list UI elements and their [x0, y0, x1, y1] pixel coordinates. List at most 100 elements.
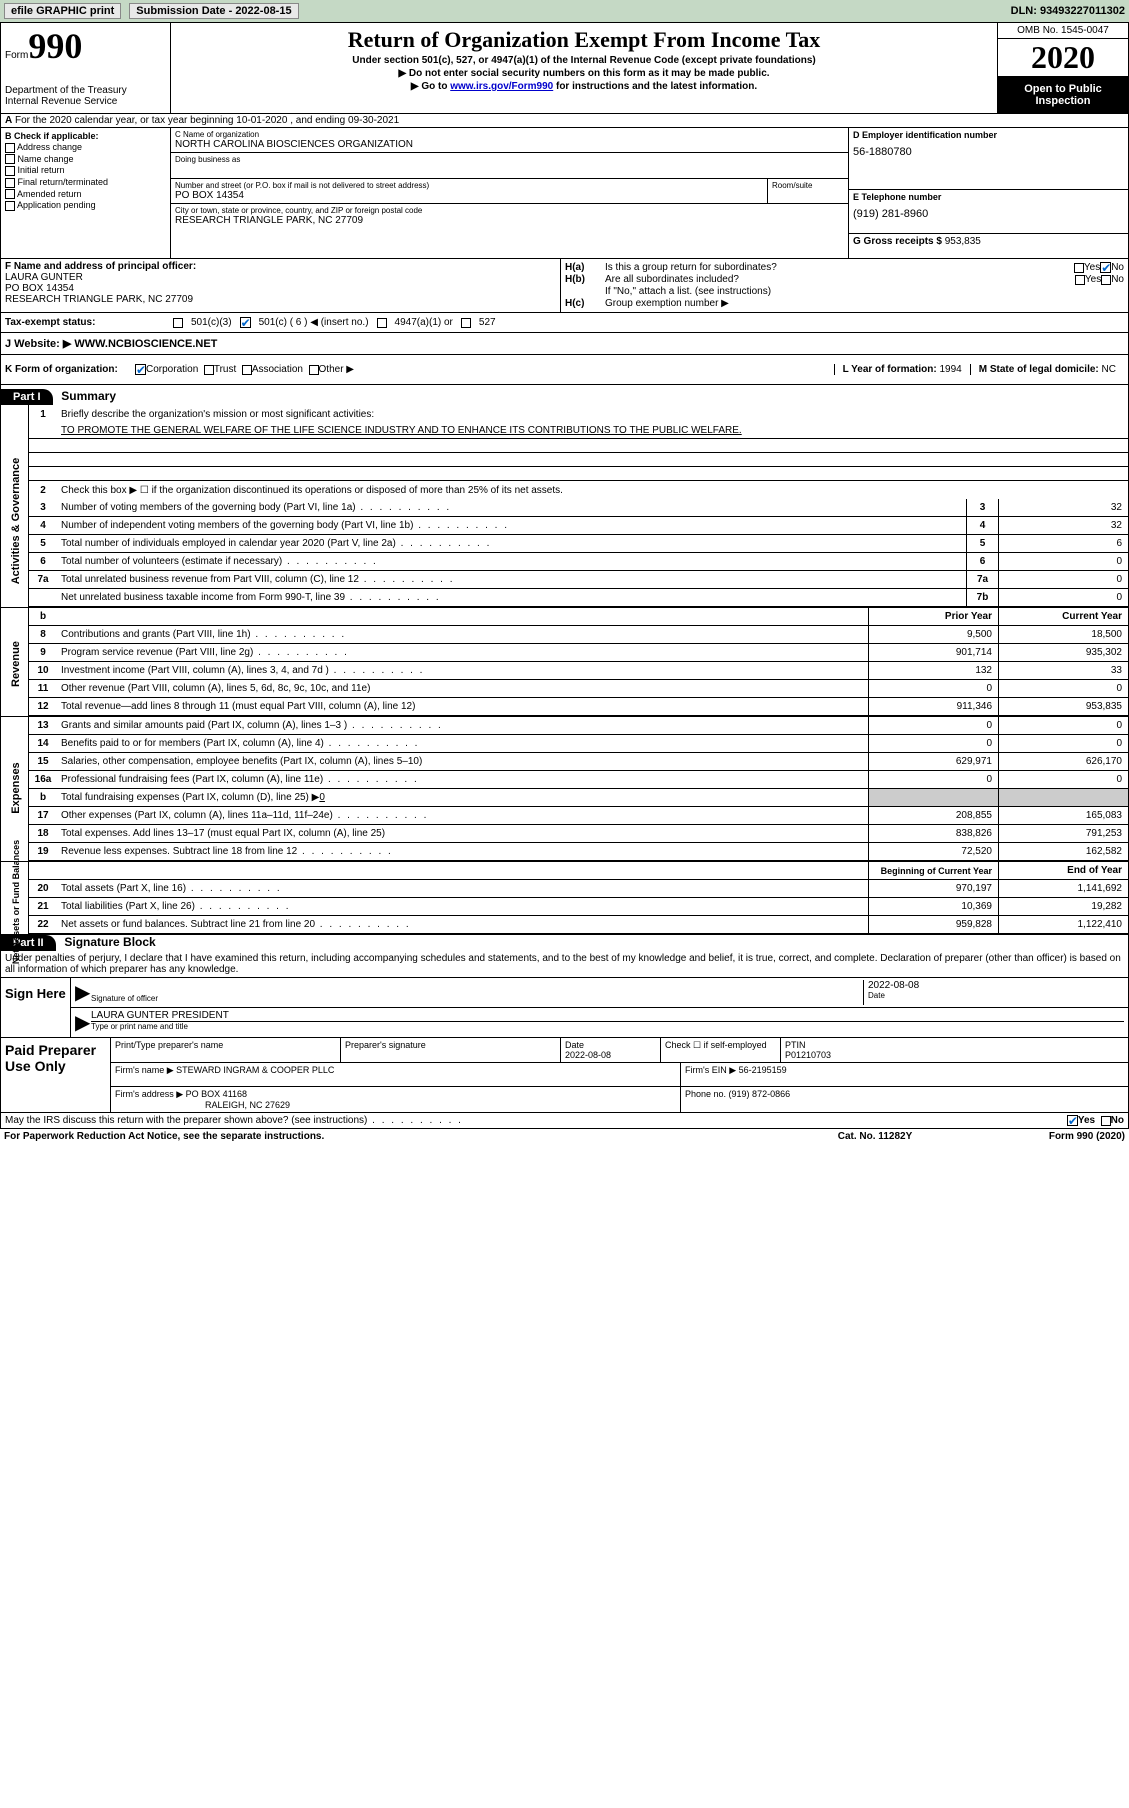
- p14: 0: [868, 735, 998, 752]
- side-rev: Revenue: [10, 599, 22, 729]
- paperwork-note: For Paperwork Reduction Act Notice, see …: [4, 1131, 775, 1142]
- chk-other[interactable]: [309, 365, 319, 375]
- chk-ha-no[interactable]: [1100, 262, 1111, 273]
- l7b-text: Net unrelated business taxable income fr…: [57, 590, 966, 605]
- c8: 18,500: [998, 626, 1128, 643]
- p16b-grey: [868, 789, 998, 806]
- instr2-post: for instructions and the latest informat…: [553, 81, 757, 92]
- cat-no: Cat. No. 11282Y: [775, 1131, 975, 1142]
- prior-hdr: Prior Year: [868, 608, 998, 625]
- officer-addr1: PO BOX 14354: [5, 283, 556, 294]
- prep-name-lbl: Print/Type preparer's name: [111, 1038, 341, 1062]
- exempt-row: Tax-exempt status: 501(c)(3) 501(c) ( 6 …: [0, 313, 1129, 333]
- c16b-grey: [998, 789, 1128, 806]
- submission-date: Submission Date - 2022-08-15: [129, 3, 298, 19]
- exp-body: 13Grants and similar amounts paid (Part …: [29, 717, 1128, 861]
- dept-treasury: Department of the Treasury Internal Reve…: [5, 85, 166, 107]
- firm-name-line: Firm's name ▶ STEWARD INGRAM & COOPER PL…: [111, 1063, 1128, 1087]
- officer-name-val: LAURA GUNTER PRESIDENT: [91, 1010, 1124, 1021]
- ein-row: D Employer identification number 56-1880…: [849, 128, 1128, 190]
- topbar: efile GRAPHIC print Submission Date - 20…: [0, 0, 1129, 22]
- sig-right: ▶ Signature of officer 2022-08-08Date ▶ …: [71, 978, 1128, 1037]
- form-footer: Form 990 (2020): [975, 1131, 1125, 1142]
- p18: 838,826: [868, 825, 998, 842]
- irs-link[interactable]: www.irs.gov/Form990: [450, 81, 553, 92]
- l-lbl: L Year of formation:: [843, 364, 940, 375]
- l1-text: Briefly describe the organization's miss…: [57, 407, 1128, 422]
- part1-governance: Activities & Governance 1Briefly describ…: [0, 405, 1129, 608]
- tax-year-range: For the 2020 calendar year, or tax year …: [15, 115, 399, 126]
- website-lbl: J Website: ▶: [5, 338, 71, 350]
- l9-text: Program service revenue (Part VIII, line…: [57, 645, 868, 660]
- chk-trust[interactable]: [204, 365, 214, 375]
- officer-name: LAURA GUNTER: [5, 272, 556, 283]
- chk-ha-yes[interactable]: [1074, 263, 1084, 273]
- chk-pending[interactable]: [5, 201, 15, 211]
- chk-name[interactable]: [5, 154, 15, 164]
- form-number-box: Form990 Department of the Treasury Inter…: [1, 23, 171, 113]
- c15: 626,170: [998, 753, 1128, 770]
- col-b-checkboxes: B Check if applicable: Address change Na…: [1, 128, 171, 258]
- chk-corp[interactable]: [135, 364, 146, 375]
- check-self-lbl: Check ☐ if self-employed: [661, 1038, 781, 1062]
- officer-addr2: RESEARCH TRIANGLE PARK, NC 27709: [5, 294, 556, 305]
- part2-badge: Part II: [1, 935, 56, 951]
- lbl-other: Other ▶: [319, 364, 354, 375]
- chk-501c6[interactable]: [240, 317, 251, 328]
- sidebar-revenue: Revenue: [1, 608, 29, 716]
- chk-discuss-yes[interactable]: [1067, 1115, 1078, 1126]
- chk-assoc[interactable]: [242, 365, 252, 375]
- net-body: Beginning of Current YearEnd of Year 20T…: [29, 862, 1128, 934]
- chk-4947[interactable]: [377, 318, 387, 328]
- chk-hb-yes[interactable]: [1075, 275, 1085, 285]
- part1-netassets: Net Assets or Fund Balances Beginning of…: [0, 862, 1129, 935]
- side-gov: Activities & Governance: [10, 456, 22, 586]
- org-info-row: B Check if applicable: Address change Na…: [0, 128, 1129, 259]
- phone-lbl: E Telephone number: [853, 192, 1124, 202]
- v7b: 0: [998, 589, 1128, 606]
- kform-row: K Form of organization: Corporation Trus…: [0, 355, 1129, 385]
- chk-final[interactable]: [5, 178, 15, 188]
- chk-amended[interactable]: [5, 189, 15, 199]
- lbl-address-change: Address change: [17, 142, 82, 152]
- chk-initial[interactable]: [5, 166, 15, 176]
- phone-row: E Telephone number (919) 281-8960: [849, 190, 1128, 234]
- ein-lbl: D Employer identification number: [853, 130, 1124, 140]
- lbl-trust: Trust: [214, 364, 236, 375]
- firm-ein-lbl: Firm's EIN ▶: [685, 1065, 739, 1075]
- sig-arrow2: ▶: [75, 1010, 91, 1035]
- c10: 33: [998, 662, 1128, 679]
- org-name: NORTH CAROLINA BIOSCIENCES ORGANIZATION: [175, 139, 844, 150]
- city-lbl: City or town, state or province, country…: [175, 206, 844, 215]
- main-title: Return of Organization Exempt From Incom…: [175, 27, 993, 53]
- p8: 9,500: [868, 626, 998, 643]
- chk-discuss-no[interactable]: [1101, 1116, 1111, 1126]
- begin-hdr: Beginning of Current Year: [868, 862, 998, 879]
- part2-hdr-row: Part II Signature Block: [0, 935, 1129, 951]
- c11: 0: [998, 680, 1128, 697]
- c16a: 0: [998, 771, 1128, 788]
- p15: 629,971: [868, 753, 998, 770]
- subtitle: Under section 501(c), 527, or 4947(a)(1)…: [175, 55, 993, 66]
- ha-yes: Yes: [1084, 262, 1100, 273]
- sign-here: Sign Here: [1, 978, 71, 1037]
- chk-501c3[interactable]: [173, 318, 183, 328]
- section-f: F Name and address of principal officer:…: [1, 259, 561, 312]
- c22: 1,122,410: [998, 916, 1128, 933]
- lbl-assoc: Association: [252, 364, 303, 375]
- tax-year: 2020: [998, 39, 1128, 77]
- l20-text: Total assets (Part X, line 16): [57, 881, 868, 896]
- c13: 0: [998, 717, 1128, 734]
- chk-527[interactable]: [461, 318, 471, 328]
- col-b-hdr: B Check if applicable:: [5, 131, 99, 141]
- firm-name-lbl: Firm's name ▶: [115, 1065, 174, 1075]
- chk-hb-no[interactable]: [1101, 275, 1111, 285]
- perjury-text: Under penalties of perjury, I declare th…: [1, 951, 1128, 977]
- p21: 10,369: [868, 898, 998, 915]
- prep-date-lbl: Date: [565, 1040, 584, 1050]
- gross-lbl: G Gross receipts $: [853, 236, 945, 247]
- chk-address[interactable]: [5, 143, 15, 153]
- hb-note: If "No," attach a list. (see instruction…: [565, 286, 1124, 297]
- website-val: WWW.NCBIOSCIENCE.NET: [74, 338, 217, 350]
- ptin-val: P01210703: [785, 1050, 831, 1060]
